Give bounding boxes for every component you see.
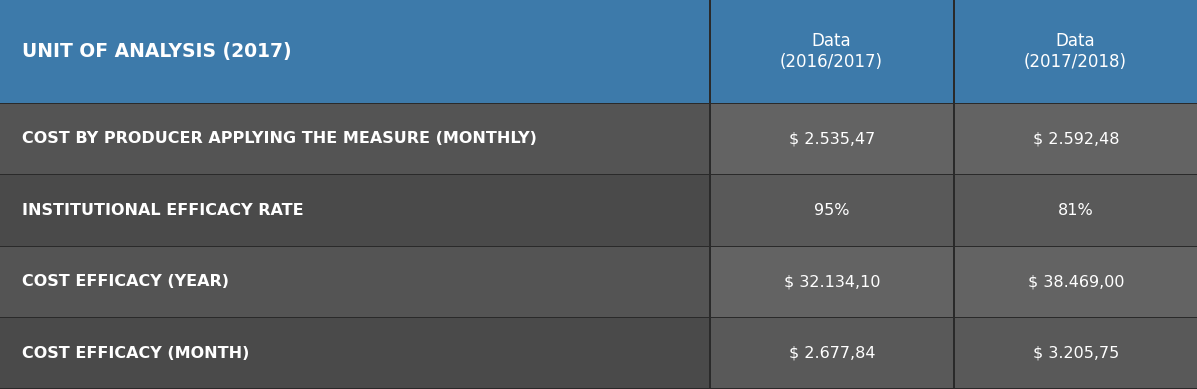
- Bar: [0, 103, 1197, 104]
- Bar: [0, 246, 709, 317]
- Text: $ 3.205,75: $ 3.205,75: [1033, 346, 1119, 361]
- Bar: [953, 175, 955, 246]
- Bar: [709, 317, 953, 389]
- Bar: [0, 388, 1197, 389]
- Bar: [0, 246, 1197, 247]
- Text: $ 2.592,48: $ 2.592,48: [1033, 131, 1119, 146]
- Bar: [709, 175, 711, 246]
- Text: $ 2.677,84: $ 2.677,84: [789, 346, 875, 361]
- Bar: [0, 0, 1197, 103]
- Text: Data
(2017/2018): Data (2017/2018): [1023, 32, 1126, 71]
- Bar: [953, 0, 955, 103]
- Bar: [953, 246, 1197, 317]
- Bar: [953, 103, 955, 175]
- Text: Data
(2016/2017): Data (2016/2017): [779, 32, 882, 71]
- Text: COST EFFICACY (YEAR): COST EFFICACY (YEAR): [22, 274, 229, 289]
- Text: 81%: 81%: [1058, 203, 1094, 218]
- Text: $ 2.535,47: $ 2.535,47: [789, 131, 875, 146]
- Bar: [953, 317, 1197, 389]
- Bar: [709, 103, 711, 175]
- Bar: [0, 174, 1197, 175]
- Bar: [709, 103, 953, 175]
- Bar: [709, 317, 711, 389]
- Text: COST BY PRODUCER APPLYING THE MEASURE (MONTHLY): COST BY PRODUCER APPLYING THE MEASURE (M…: [22, 131, 536, 146]
- Bar: [953, 103, 1197, 175]
- Bar: [0, 103, 709, 175]
- Bar: [709, 175, 953, 246]
- Text: 95%: 95%: [814, 203, 850, 218]
- Text: $ 32.134,10: $ 32.134,10: [784, 274, 880, 289]
- Bar: [709, 0, 711, 103]
- Text: $ 38.469,00: $ 38.469,00: [1028, 274, 1124, 289]
- Bar: [953, 175, 1197, 246]
- Text: COST EFFICACY (MONTH): COST EFFICACY (MONTH): [22, 346, 249, 361]
- Bar: [0, 317, 1197, 318]
- Bar: [953, 246, 955, 317]
- Bar: [953, 317, 955, 389]
- Text: UNIT OF ANALYSIS (2017): UNIT OF ANALYSIS (2017): [22, 42, 291, 61]
- Bar: [709, 246, 711, 317]
- Bar: [0, 317, 709, 389]
- Text: INSTITUTIONAL EFFICACY RATE: INSTITUTIONAL EFFICACY RATE: [22, 203, 303, 218]
- Bar: [709, 246, 953, 317]
- Bar: [0, 175, 709, 246]
